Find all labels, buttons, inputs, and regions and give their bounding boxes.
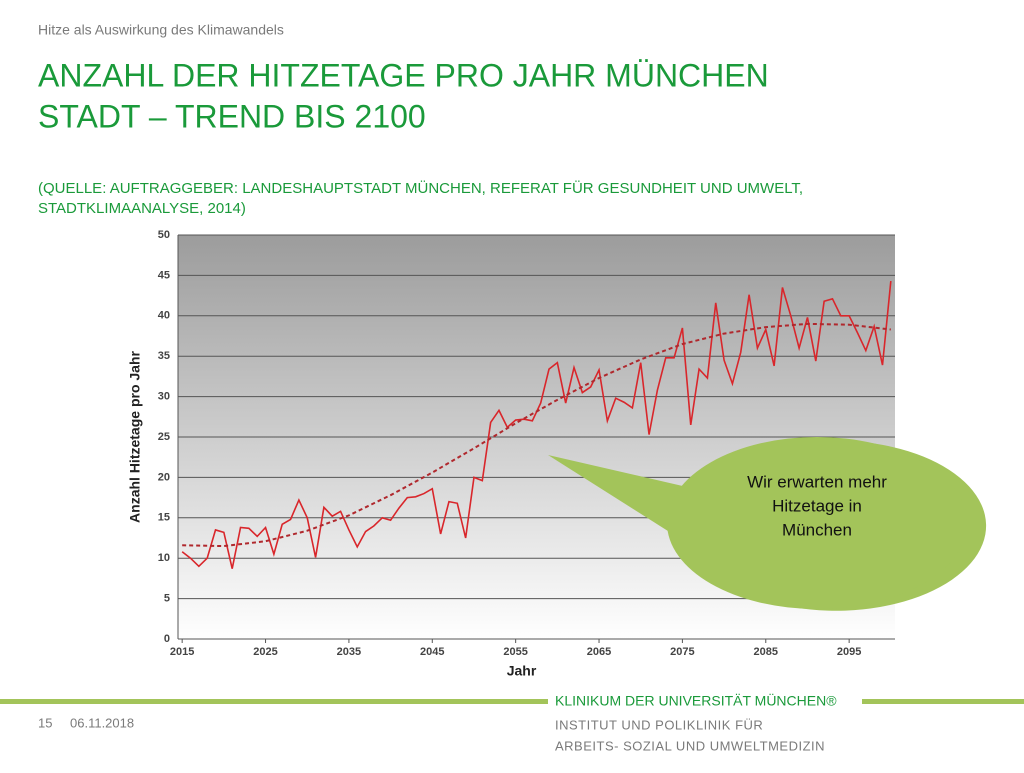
callout-text: Hitzetage in — [772, 496, 862, 515]
source-line: (QUELLE: AUFTRAGGEBER: LANDESHAUPTSTADT … — [38, 179, 803, 197]
x-tick-label: 2075 — [670, 646, 694, 658]
callout-text: München — [782, 520, 852, 539]
x-tick-label: 2025 — [253, 646, 277, 658]
x-tick-label: 2045 — [420, 646, 444, 658]
y-tick-label: 50 — [158, 229, 170, 241]
x-tick-label: 2035 — [337, 646, 361, 658]
y-tick-label: 10 — [158, 552, 170, 564]
x-tick-label: 2085 — [754, 646, 778, 658]
date: 06.11.2018 — [70, 715, 134, 730]
title-line: ANZAHL DER HITZETAGE PRO JAHR MÜNCHEN — [38, 57, 769, 93]
y-tick-label: 0 — [164, 633, 170, 645]
y-tick-label: 45 — [158, 269, 170, 281]
x-axis-label: Jahr — [507, 663, 537, 679]
title-line: STADT – TREND BIS 2100 — [38, 98, 426, 134]
x-tick-label: 2065 — [587, 646, 611, 658]
y-tick-label: 20 — [158, 471, 170, 483]
footer-institute: ARBEITS- SOZIAL UND UMWELTMEDIZIN — [555, 738, 825, 753]
y-axis-label: Anzahl Hitzetage pro Jahr — [127, 350, 143, 522]
callout-bubble — [667, 437, 967, 609]
x-tick-label: 2055 — [503, 646, 527, 658]
x-tick-label: 2095 — [837, 646, 861, 658]
page-number: 15 — [38, 715, 52, 730]
footer-rule — [0, 699, 548, 704]
y-tick-label: 25 — [158, 431, 170, 443]
y-tick-label: 15 — [158, 512, 170, 524]
x-tick-label: 2015 — [170, 646, 194, 658]
footer-rule — [862, 699, 1024, 704]
y-tick-label: 35 — [158, 350, 170, 362]
y-tick-label: 30 — [158, 391, 170, 403]
y-tick-label: 40 — [158, 310, 170, 322]
source-line: STADTKLIMAANALYSE, 2014) — [38, 200, 246, 217]
footer-brand: KLINIKUM DER UNIVERSITÄT MÜNCHEN® — [555, 692, 837, 709]
series-line — [182, 322, 891, 548]
footer-institute: INSTITUT UND POLIKLINIK FÜR — [555, 717, 763, 732]
y-tick-label: 5 — [164, 593, 170, 605]
callout-text: Wir erwarten mehr — [747, 472, 887, 491]
header: Hitze als Auswirkung des Klimawandels — [38, 22, 284, 38]
